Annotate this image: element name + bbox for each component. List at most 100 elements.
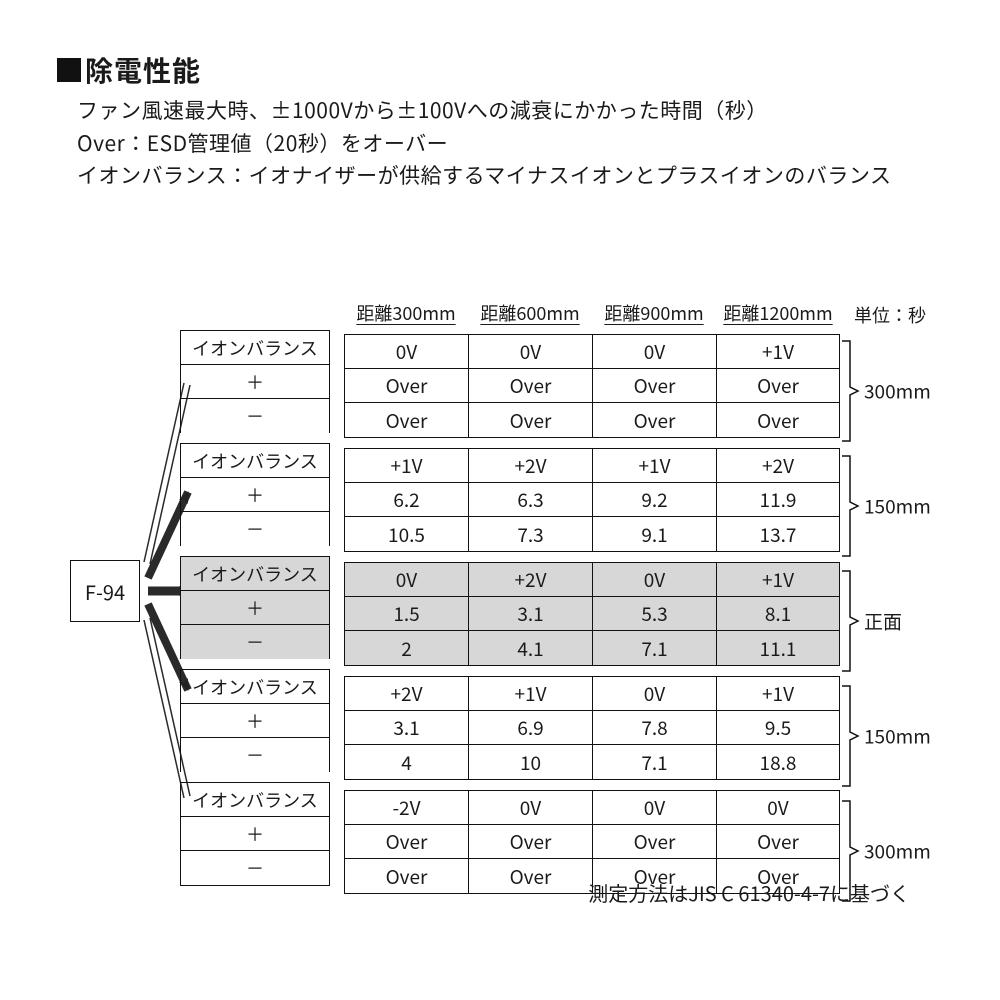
data-cell: 0V bbox=[717, 791, 839, 825]
data-cell: 5.3 bbox=[593, 597, 716, 631]
offset-label: 150mm bbox=[864, 493, 931, 520]
data-cell: 11.1 bbox=[717, 631, 839, 665]
data-cell: 2 bbox=[345, 631, 468, 665]
data-cell: Over bbox=[345, 859, 468, 893]
distance-header: 距離900mm bbox=[592, 300, 716, 330]
bracket-icon bbox=[840, 455, 864, 557]
row-label-group: イオンバランス＋－ bbox=[180, 330, 330, 433]
data-cell: +1V bbox=[717, 677, 839, 711]
row-field-label: － bbox=[181, 851, 329, 885]
data-cell: +2V bbox=[717, 449, 839, 483]
data-column: +1V6.910 bbox=[468, 676, 592, 780]
data-cell: 0V bbox=[593, 335, 716, 369]
data-column: +1V6.210.5 bbox=[344, 448, 468, 552]
row-field-label: － bbox=[181, 512, 329, 546]
data-cell: 7.1 bbox=[593, 745, 716, 779]
data-column: 0VOverOver bbox=[592, 334, 716, 438]
offset-label: 300mm bbox=[864, 378, 931, 405]
data-column: +2V6.37.3 bbox=[468, 448, 592, 552]
data-cell: Over bbox=[717, 825, 839, 859]
data-group: 0VOverOver0VOverOver0VOverOver+1VOverOve… bbox=[344, 334, 840, 438]
data-cell: Over bbox=[469, 825, 592, 859]
data-cell: 0V bbox=[469, 791, 592, 825]
data-cell: 0V bbox=[593, 563, 716, 597]
data-cell: Over bbox=[469, 403, 592, 437]
data-column: +1VOverOver bbox=[716, 334, 840, 438]
data-cell: 4 bbox=[345, 745, 468, 779]
data-cell: Over bbox=[469, 859, 592, 893]
data-cell: 4.1 bbox=[469, 631, 592, 665]
distance-header: 距離600mm bbox=[468, 300, 592, 330]
data-group: 0V1.52+2V3.14.10V5.37.1+1V8.111.1 bbox=[344, 562, 840, 666]
description-line-2: Over：ESD管理値（20秒）をオーバー bbox=[77, 127, 945, 160]
data-cell: +1V bbox=[717, 335, 839, 369]
row-field-label: － bbox=[181, 625, 329, 659]
data-cell: Over bbox=[345, 369, 468, 403]
bracket-icon bbox=[840, 340, 864, 442]
data-cell: 0V bbox=[469, 335, 592, 369]
data-column: +1V9.518.8 bbox=[716, 676, 840, 780]
footnote: 測定方法はJIS C 61340-4-7に基づく bbox=[588, 878, 910, 907]
data-cell: 7.3 bbox=[469, 517, 592, 551]
row-field-label: イオンバランス bbox=[181, 783, 329, 817]
data-cell: Over bbox=[717, 403, 839, 437]
section-title: 除電性能 bbox=[57, 50, 945, 90]
data-cell: 3.1 bbox=[345, 711, 468, 745]
data-cell: 10 bbox=[469, 745, 592, 779]
row-field-label: ＋ bbox=[181, 817, 329, 851]
data-cell: 0V bbox=[593, 791, 716, 825]
data-cell: +1V bbox=[593, 449, 716, 483]
data-column: 0VOverOver bbox=[344, 334, 468, 438]
row-label-group: イオンバランス＋－ bbox=[180, 443, 330, 546]
data-cell: 10.5 bbox=[345, 517, 468, 551]
data-cell: Over bbox=[593, 825, 716, 859]
data-column: 0V5.37.1 bbox=[592, 562, 716, 666]
data-cell: -2V bbox=[345, 791, 468, 825]
data-cell: +1V bbox=[345, 449, 468, 483]
data-cell: 9.2 bbox=[593, 483, 716, 517]
description-line-1: ファン風速最大時、±1000Vから±100Vへの減衰にかかった時間（秒） bbox=[77, 94, 945, 127]
data-cell: Over bbox=[345, 403, 468, 437]
row-field-label: ＋ bbox=[181, 478, 329, 512]
data-cell: 13.7 bbox=[717, 517, 839, 551]
row-field-label: － bbox=[181, 738, 329, 772]
source-label: F-94 bbox=[85, 577, 125, 606]
data-cell: Over bbox=[345, 825, 468, 859]
data-cell: +1V bbox=[469, 677, 592, 711]
data-cell: 7.8 bbox=[593, 711, 716, 745]
data-column: 0V1.52 bbox=[344, 562, 468, 666]
row-field-labels: イオンバランス＋－イオンバランス＋－イオンバランス＋－イオンバランス＋－イオンバ… bbox=[180, 330, 330, 886]
data-cell: 1.5 bbox=[345, 597, 468, 631]
data-column: -2VOverOver bbox=[344, 790, 468, 894]
data-cell: +2V bbox=[345, 677, 468, 711]
row-field-label: ＋ bbox=[181, 704, 329, 738]
data-cell: 3.1 bbox=[469, 597, 592, 631]
data-column: 0VOverOver bbox=[468, 334, 592, 438]
data-cell: +2V bbox=[469, 563, 592, 597]
data-cell: 9.1 bbox=[593, 517, 716, 551]
distance-header: 距離1200mm bbox=[716, 300, 840, 330]
data-cell: 7.1 bbox=[593, 631, 716, 665]
description-line-3: イオンバランス：イオナイザーが供給するマイナスイオンとプラスイオンのバランス bbox=[77, 159, 945, 192]
row-field-label: イオンバランス bbox=[181, 670, 329, 704]
data-column: +1V9.29.1 bbox=[592, 448, 716, 552]
data-cell: 0V bbox=[345, 563, 468, 597]
row-field-label: イオンバランス bbox=[181, 331, 329, 365]
row-label-group: イオンバランス＋－ bbox=[180, 782, 330, 886]
data-cell: Over bbox=[593, 369, 716, 403]
row-label-group: イオンバランス＋－ bbox=[180, 556, 330, 659]
row-field-label: － bbox=[181, 399, 329, 433]
distance-column-headers: 距離300mm距離600mm距離900mm距離1200mm bbox=[344, 300, 840, 330]
data-cell: 18.8 bbox=[717, 745, 839, 779]
data-cell: Over bbox=[469, 369, 592, 403]
data-cell: 0V bbox=[345, 335, 468, 369]
title-square-icon bbox=[57, 58, 81, 82]
data-cell: Over bbox=[717, 369, 839, 403]
data-column: 0VOverOver bbox=[468, 790, 592, 894]
source-box: F-94 bbox=[70, 560, 140, 622]
data-column: 0V7.87.1 bbox=[592, 676, 716, 780]
bracket-icon bbox=[840, 685, 864, 787]
data-cell: 0V bbox=[593, 677, 716, 711]
data-column: +1V8.111.1 bbox=[716, 562, 840, 666]
data-table: 0VOverOver0VOverOver0VOverOver+1VOverOve… bbox=[344, 334, 840, 894]
